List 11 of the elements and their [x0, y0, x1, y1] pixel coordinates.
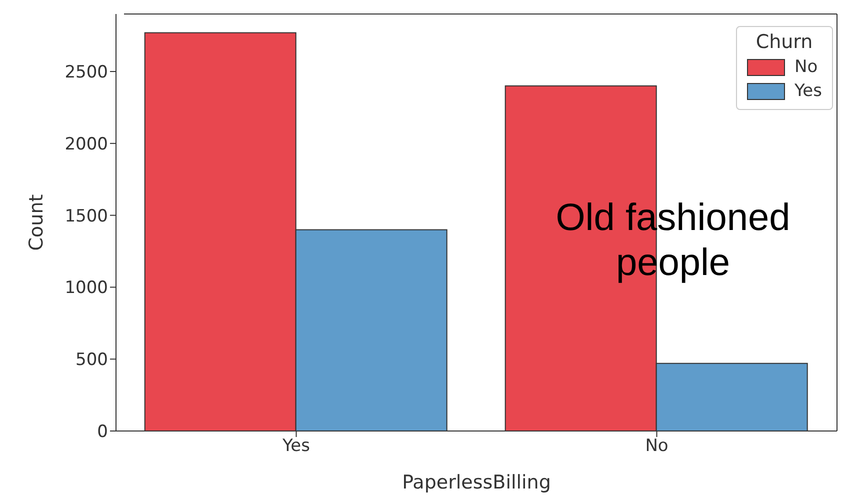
legend-title: Churn [754, 31, 814, 53]
y-tick-label: 1500 [64, 206, 108, 226]
y-axis-title: Count [26, 194, 48, 251]
y-tick-label: 2500 [64, 62, 108, 83]
y-tick-label: 2000 [64, 134, 108, 154]
y-tick-label: 0 [97, 422, 108, 442]
x-axis-title: PaperlessBilling [402, 471, 551, 494]
legend-label: Yes [794, 81, 822, 101]
y-tick-label: 1000 [64, 278, 108, 298]
legend-label: No [794, 57, 818, 77]
y-tick-label: 500 [76, 350, 108, 370]
